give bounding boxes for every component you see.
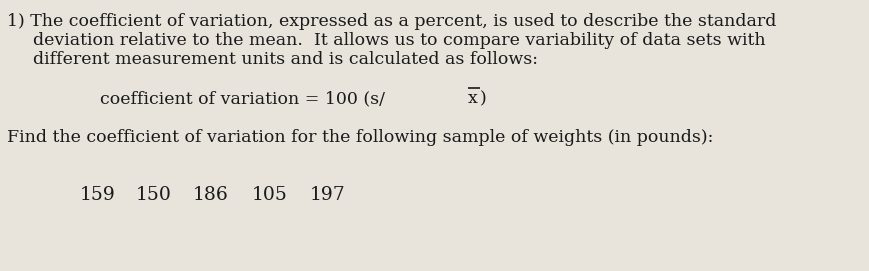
Text: deviation relative to the mean.  It allows us to compare variability of data set: deviation relative to the mean. It allow… [33,33,766,49]
Text: 186: 186 [193,186,229,204]
Text: x: x [468,90,477,107]
Text: 159: 159 [80,186,116,204]
Text: Find the coefficient of variation for the following sample of weights (in pounds: Find the coefficient of variation for th… [7,129,713,146]
Text: 105: 105 [252,186,288,204]
Text: 1) The coefficient of variation, expressed as a percent, is used to describe the: 1) The coefficient of variation, express… [7,13,776,30]
Text: 197: 197 [310,186,346,204]
Text: 150: 150 [136,186,172,204]
Text: different measurement units and is calculated as follows:: different measurement units and is calcu… [33,51,538,68]
Text: ): ) [481,90,487,107]
Text: coefficient of variation = 100 (s/: coefficient of variation = 100 (s/ [100,90,385,107]
